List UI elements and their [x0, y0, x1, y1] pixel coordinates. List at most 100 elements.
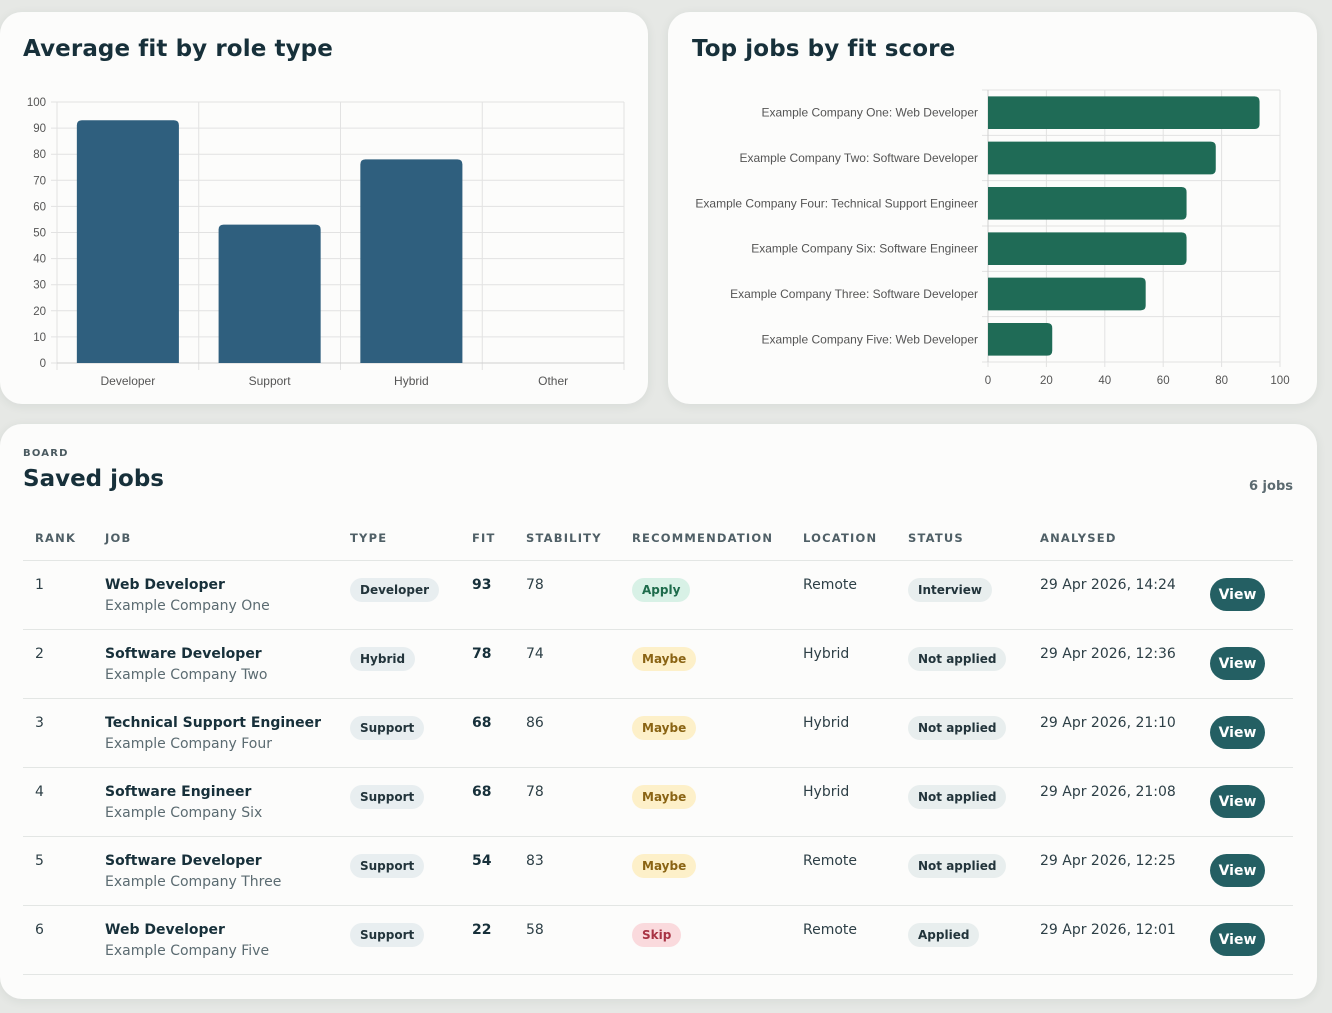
table-row: 2 Software Developer Example Company Two Hy… — [23, 630, 1293, 699]
view-button[interactable]: View — [1210, 923, 1265, 956]
job-fit-bar[interactable] — [988, 323, 1053, 356]
x-tick-label: 80 — [1215, 375, 1228, 387]
column-header-recommendation[interactable]: RECOMMENDATION — [632, 531, 774, 545]
company-name: Example Company Two — [105, 667, 268, 683]
column-header-location[interactable]: LOCATION — [803, 531, 878, 545]
analysed-date: 29 Apr 2026, 12:36 — [1040, 646, 1176, 662]
job-label: Example Company One: Web Developer — [761, 106, 978, 120]
column-header-rank[interactable]: RANK — [35, 531, 77, 545]
location-cell: Remote — [803, 922, 858, 938]
rank-cell: 2 — [35, 646, 44, 662]
recommendation-badge: Maybe — [632, 785, 697, 809]
job-title: Web Developer — [105, 577, 225, 593]
job-cell: Web Developer Example Company Five — [105, 922, 269, 959]
recommendation-badge: Skip — [632, 923, 682, 947]
view-button[interactable]: View — [1210, 647, 1265, 680]
analysed-date: 29 Apr 2026, 21:10 — [1040, 715, 1176, 731]
stability-score: 58 — [526, 922, 544, 938]
job-cell: Software Developer Example Company Three — [105, 853, 281, 890]
job-title: Software Developer — [105, 646, 262, 662]
job-fit-bar[interactable] — [988, 277, 1146, 311]
status-badge: Interview — [908, 578, 992, 602]
table-row: 6 Web Developer Example Company Five Suppor… — [23, 906, 1293, 975]
type-badge: Hybrid — [350, 647, 416, 671]
x-tick-label: 0 — [985, 375, 991, 387]
category-label: Other — [538, 374, 568, 388]
fit-score: 54 — [472, 853, 492, 869]
recommendation-badge: Apply — [632, 578, 691, 602]
job-label: Example Company Three: Software Develope… — [730, 287, 978, 301]
column-header-stability[interactable]: STABILITY — [526, 531, 602, 545]
bar-support[interactable] — [218, 224, 321, 363]
board-eyebrow: BOARD — [23, 448, 69, 459]
x-tick-label: 40 — [1098, 375, 1111, 387]
top-jobs-bar-chart: 0 20 40 60 80 100 Example Company One: Web Dev… — [695, 89, 1290, 387]
job-fit-bar[interactable] — [988, 232, 1187, 265]
y-tick-label: 80 — [33, 149, 46, 161]
analysed-date: 29 Apr 2026, 12:25 — [1040, 853, 1176, 869]
recommendation-badge: Maybe — [632, 647, 697, 671]
category-label: Support — [249, 374, 292, 388]
type-badge: Support — [350, 716, 425, 740]
company-name: Example Company Four — [105, 736, 272, 752]
job-fit-bar[interactable] — [988, 141, 1216, 175]
table-header: RANK JOB TYPE FIT STABILITY RECOMMENDATI… — [23, 524, 1293, 561]
x-tick-label: 20 — [1040, 375, 1053, 387]
job-cell: Technical Support Engineer Example Compan… — [105, 715, 321, 752]
view-button[interactable]: View — [1210, 785, 1265, 818]
job-label: Example Company Four: Technical Support … — [695, 196, 978, 210]
saved-jobs-title: Saved jobs — [23, 466, 164, 492]
role-type-bar-chart: 0 10 20 30 40 50 60 70 80 90 100 Developer Support Hy… — [27, 97, 625, 388]
job-cell: Software Engineer Example Company Six — [105, 784, 262, 821]
table-row: 5 Software Developer Example Company Three… — [23, 837, 1293, 906]
job-fit-bar[interactable] — [988, 187, 1187, 220]
y-tick-label: 60 — [33, 201, 46, 213]
status-badge: Not applied — [908, 785, 1007, 809]
stability-score: 74 — [526, 646, 544, 662]
view-button[interactable]: View — [1210, 578, 1265, 611]
view-button[interactable]: View — [1210, 854, 1265, 887]
role-type-chart-card: Average fit by role type 0 10 20 30 40 50 60 70… — [0, 12, 648, 404]
y-tick-label: 40 — [33, 254, 46, 266]
y-tick-label: 50 — [33, 228, 46, 240]
y-tick-label: 90 — [33, 123, 46, 135]
bar-developer[interactable] — [76, 120, 179, 364]
analysed-date: 29 Apr 2026, 14:24 — [1040, 577, 1176, 593]
company-name: Example Company Five — [105, 943, 270, 959]
top-jobs-chart-title: Top jobs by fit score — [692, 36, 956, 62]
company-name: Example Company Three — [105, 874, 282, 890]
type-badge: Support — [350, 854, 425, 878]
column-header-job[interactable]: JOB — [105, 531, 132, 545]
job-label: Example Company Five: Web Developer — [761, 332, 978, 346]
job-title: Software Engineer — [105, 784, 252, 800]
table-row: 4 Software Engineer Example Company Six Sup… — [23, 768, 1293, 837]
column-header-type[interactable]: TYPE — [350, 531, 388, 545]
stability-score: 78 — [526, 577, 544, 593]
job-label: Example Company Two: Software Developer — [739, 151, 978, 165]
column-header-analysed[interactable]: ANALYSED — [1040, 531, 1117, 545]
stability-score: 78 — [526, 784, 544, 800]
y-tick-label: 70 — [33, 175, 46, 187]
fit-score: 93 — [472, 577, 492, 593]
status-badge: Not applied — [908, 716, 1007, 740]
jobs-count: 6 jobs — [1248, 479, 1293, 494]
column-header-status[interactable]: STATUS — [908, 531, 964, 545]
rank-cell: 5 — [35, 853, 44, 869]
company-name: Example Company Six — [105, 805, 263, 821]
job-title: Web Developer — [105, 922, 225, 938]
rank-cell: 6 — [35, 922, 44, 938]
fit-score: 68 — [472, 715, 492, 731]
saved-jobs-card: BOARD Saved jobs 6 jobs RANK JOB TYPE FI… — [0, 424, 1317, 999]
rank-cell: 4 — [35, 784, 44, 800]
bar-hybrid[interactable] — [360, 159, 463, 363]
rank-cell: 3 — [35, 715, 44, 731]
column-header-fit[interactable]: FIT — [472, 531, 496, 545]
view-button[interactable]: View — [1210, 716, 1265, 749]
location-cell: Hybrid — [803, 646, 850, 662]
location-cell: Remote — [803, 853, 858, 869]
y-tick-label: 20 — [33, 306, 46, 318]
recommendation-badge: Maybe — [632, 716, 697, 740]
fit-score: 68 — [472, 784, 492, 800]
analysed-date: 29 Apr 2026, 21:08 — [1040, 784, 1176, 800]
job-fit-bar[interactable] — [988, 96, 1260, 129]
